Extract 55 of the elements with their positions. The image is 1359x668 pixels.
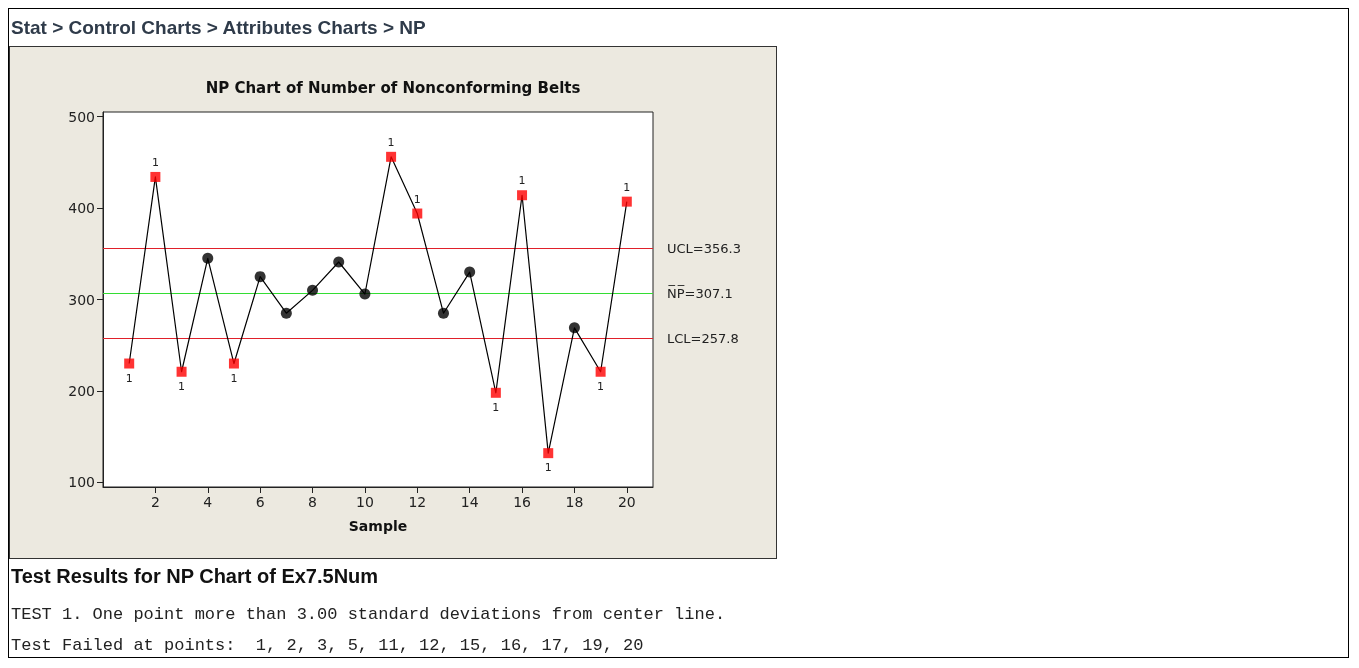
ref-line-label: UCL=356.3 xyxy=(667,240,741,256)
annotation: 1 xyxy=(230,371,238,385)
x-tick-label: 16 xyxy=(513,494,532,510)
annotation: 1 xyxy=(518,174,526,188)
annotation: 1 xyxy=(413,192,421,206)
text: Test Failed at points: 1, 2, 3, 5, 11, 12, 15, 16, 17, 19, 20 xyxy=(11,636,644,655)
annotation: 1 xyxy=(597,379,605,393)
point xyxy=(359,288,371,300)
x-tick-label: 12 xyxy=(408,494,427,510)
y-tick-label: 200 xyxy=(68,382,95,399)
point xyxy=(254,271,266,283)
text: Test Results for NP Chart of Ex7.5Num xyxy=(11,565,379,588)
point xyxy=(568,322,580,334)
point xyxy=(124,358,135,369)
x-tick-label: 18 xyxy=(565,494,584,510)
x-tick-label: 8 xyxy=(308,494,317,510)
y-tick-label: 100 xyxy=(68,474,95,491)
annotation: 1 xyxy=(623,180,631,194)
x-tick-label: 14 xyxy=(460,494,479,510)
x-tick-label: 20 xyxy=(617,494,636,510)
chart-title: NP Chart of Number of Nonconforming Belts xyxy=(205,78,581,97)
point xyxy=(437,307,449,319)
annotation: 1 xyxy=(544,461,552,475)
text: TEST 1. One point more than 3.00 standard deviations from center line. xyxy=(11,605,726,624)
point xyxy=(464,266,476,278)
point xyxy=(517,190,528,201)
annotation: 1 xyxy=(387,135,395,149)
point xyxy=(333,256,345,268)
point xyxy=(543,448,554,459)
y-tick-label: 300 xyxy=(68,291,95,308)
y-tick-label: 500 xyxy=(68,108,95,125)
point xyxy=(490,387,501,398)
annotation: 1 xyxy=(125,371,133,385)
point xyxy=(386,151,397,162)
y-tick-label: 400 xyxy=(68,200,95,217)
text: Stat > Control Charts > Attributes Charts > NP xyxy=(11,17,426,39)
annotation: 1 xyxy=(492,400,500,414)
x-tick-label: 2 xyxy=(150,494,160,510)
point xyxy=(280,307,292,319)
point xyxy=(412,208,423,219)
x-axis-title: Sample xyxy=(348,518,408,534)
x-tick-label: 4 xyxy=(203,494,213,510)
point xyxy=(228,358,239,369)
x-tick-label: 10 xyxy=(355,494,374,510)
point xyxy=(150,171,161,182)
annotation: 1 xyxy=(178,379,186,393)
point xyxy=(202,252,214,264)
ref-line-label: LCL=257.8 xyxy=(667,330,739,346)
ref-line-label: N̅P̅=307.1 xyxy=(667,285,733,301)
x-tick-label: 6 xyxy=(255,494,265,510)
point xyxy=(595,366,606,377)
point xyxy=(176,366,187,377)
annotation: 1 xyxy=(151,155,159,169)
point xyxy=(621,196,632,207)
point xyxy=(307,284,319,296)
